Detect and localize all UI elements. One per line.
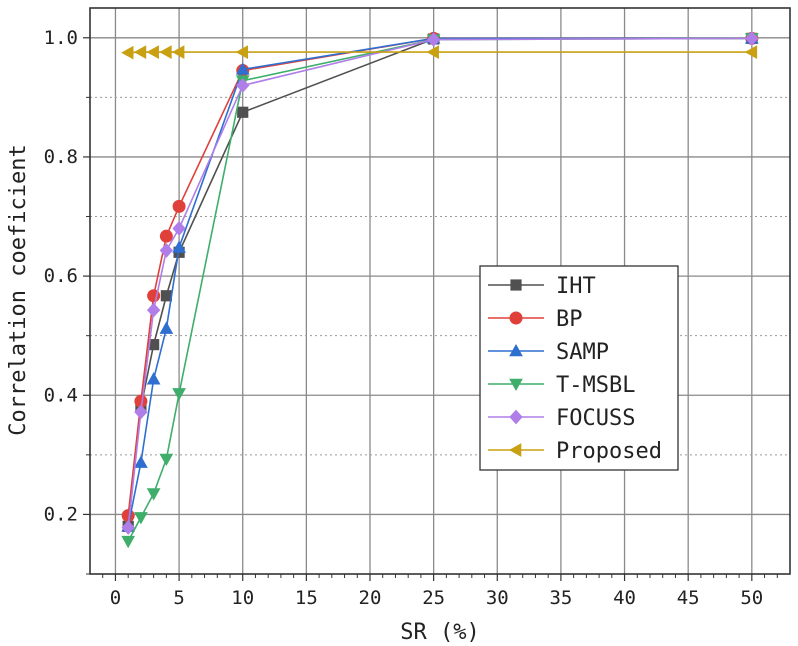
legend-label: T-MSBL (556, 373, 635, 398)
data-point-proposed (121, 45, 134, 60)
data-point-bp (159, 229, 173, 243)
data-point-focuss (426, 32, 441, 47)
y-tick-label: 0.8 (44, 146, 78, 168)
legend-marker (510, 279, 522, 291)
data-point-t-msbl (172, 388, 186, 401)
legend-item-iht: IHT (488, 274, 596, 299)
x-tick-label: 0 (110, 587, 121, 609)
data-point-t-msbl (159, 453, 174, 467)
x-axis-title: SR (%) (400, 620, 479, 645)
data-point-iht (237, 106, 249, 118)
data-point-t-msbl (146, 488, 161, 501)
legend-marker (509, 409, 523, 425)
x-tick-label: 25 (422, 587, 445, 609)
data-point-focuss (121, 520, 135, 535)
legend-marker (509, 378, 523, 392)
data-point-iht (160, 290, 172, 302)
y-tick-label: 0.4 (44, 384, 78, 406)
data-point-focuss (146, 302, 161, 318)
legend-item-bp: BP (488, 307, 583, 332)
data-point-samp (235, 62, 250, 75)
legend-label: BP (556, 307, 583, 332)
x-tick-label: 40 (613, 587, 636, 609)
y-axis-title: Correlation coeficient (6, 144, 31, 435)
data-point-samp (172, 240, 186, 253)
data-point-proposed (235, 45, 249, 59)
x-tick-label: 10 (231, 587, 254, 609)
data-point-samp (134, 455, 148, 468)
data-point-proposed (426, 45, 439, 59)
x-tick-label: 30 (486, 587, 509, 609)
data-point-bp (172, 199, 186, 213)
data-point-focuss (159, 243, 174, 258)
legend-label: Proposed (556, 439, 662, 464)
data-point-focuss (172, 221, 186, 236)
data-point-proposed (133, 45, 147, 59)
data-point-proposed (146, 45, 159, 59)
series-line-focuss (127, 37, 752, 528)
x-tick-label: 35 (549, 587, 572, 609)
data-point-proposed (159, 45, 172, 59)
data-point-t-msbl (121, 535, 136, 549)
y-tick-label: 0.2 (44, 503, 78, 525)
x-tick-label: 20 (359, 587, 382, 609)
legend-item-proposed: Proposed (488, 439, 662, 464)
legend-item-focuss: FOCUSS (488, 406, 635, 431)
series-focuss (121, 31, 759, 535)
data-point-proposed (744, 45, 758, 59)
legend-label: FOCUSS (556, 406, 635, 431)
y-tick-label: 0.6 (44, 265, 78, 287)
data-point-samp (159, 321, 174, 334)
x-tick-label: 45 (677, 587, 700, 609)
plot-frame (89, 7, 791, 575)
legend-box (479, 265, 679, 471)
series-proposed (121, 45, 758, 60)
legend-label: SAMP (556, 340, 609, 365)
series-group (121, 31, 759, 549)
legend-item-samp: SAMP (488, 340, 609, 365)
legend-marker (509, 343, 523, 357)
axes: 0 5 10 15 20 25 30 35 40 45 50 0.2 0.4 0.6 0.8 1.0 (44, 7, 791, 609)
x-tick-label: 50 (740, 587, 763, 609)
data-point-focuss (134, 404, 148, 420)
series-line-samp (127, 37, 752, 527)
data-point-focuss (745, 31, 759, 46)
data-point-samp (146, 372, 161, 385)
y-tick-label: 1.0 (44, 27, 78, 49)
data-point-proposed (172, 45, 185, 59)
data-point-t-msbl (134, 512, 148, 525)
legend-item-t-msbl: T-MSBL (488, 373, 635, 398)
grid (90, 8, 790, 574)
legend-marker (509, 311, 523, 325)
legend-label: IHT (556, 274, 596, 299)
data-point-focuss (236, 78, 250, 93)
x-tick-label: 15 (295, 587, 318, 609)
legend: IHT BP SAMP T-MSBL FOCUSS Proposed (479, 265, 679, 471)
legend-marker (508, 443, 522, 457)
x-tick-label: 5 (173, 587, 184, 609)
series-line-proposed (128, 51, 752, 54)
